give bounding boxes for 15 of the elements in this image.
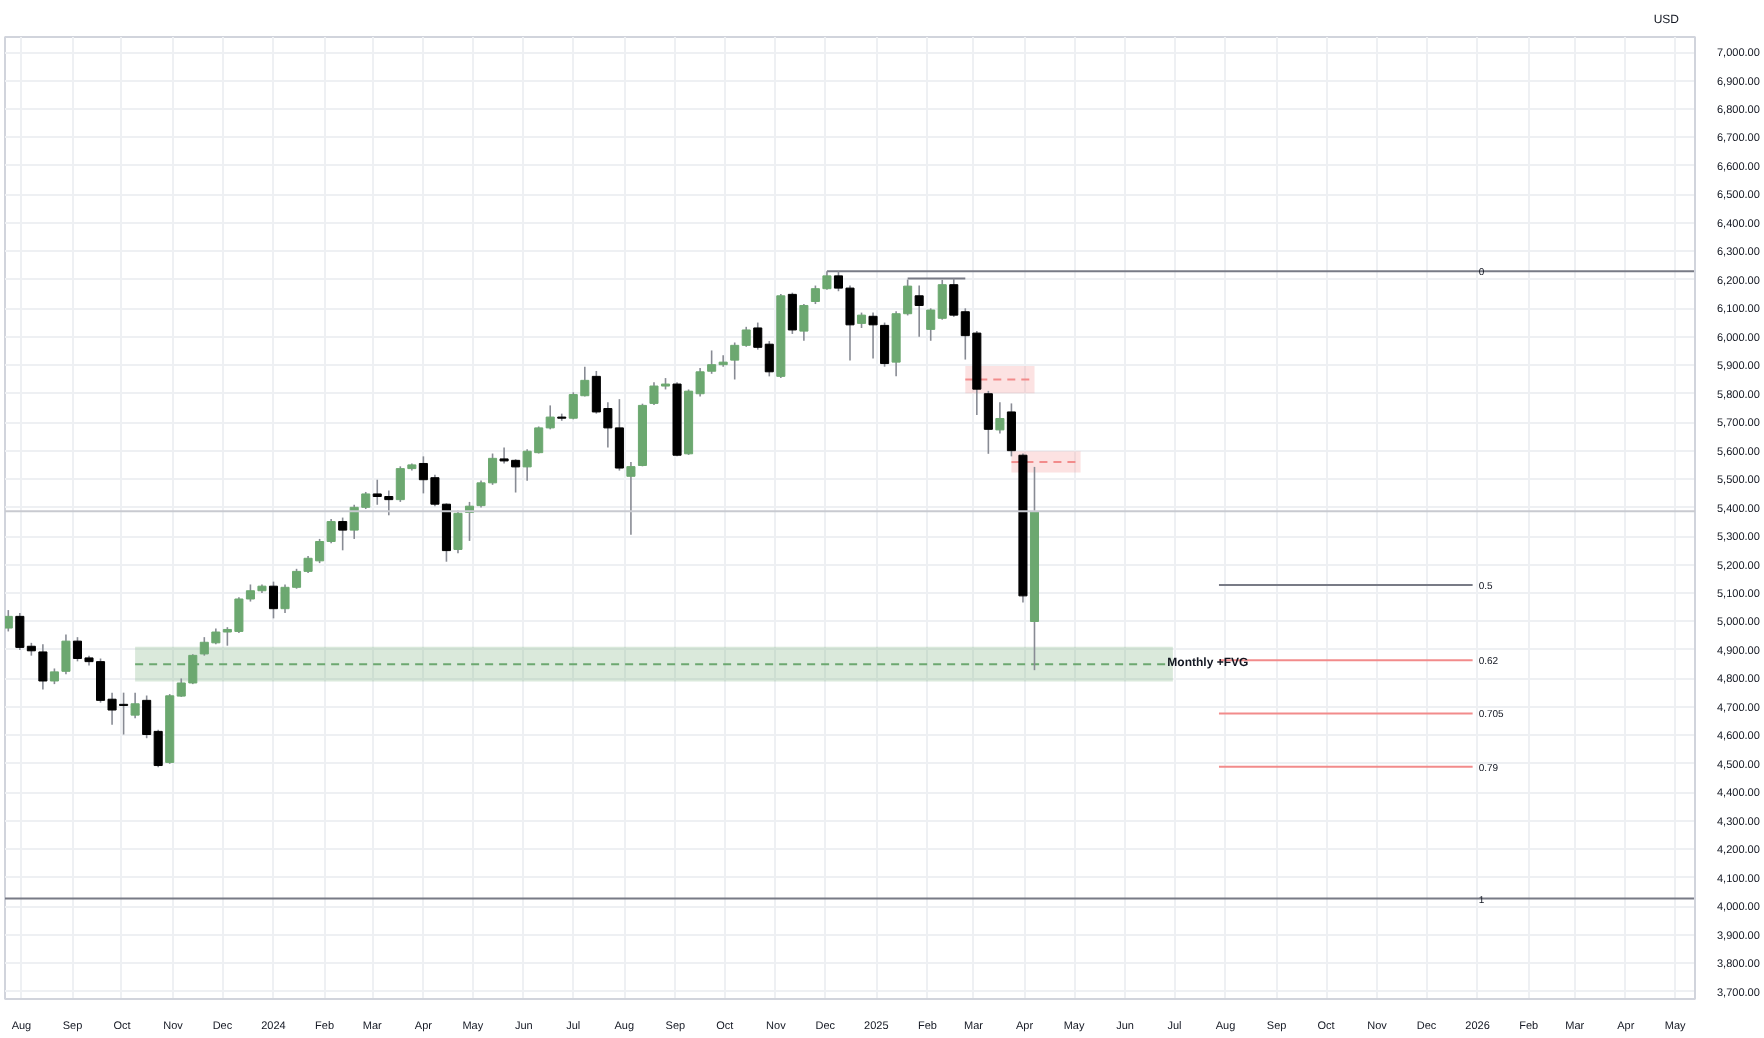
candlestick — [880, 321, 890, 368]
candlestick — [626, 461, 636, 536]
candlestick — [1006, 402, 1016, 458]
candlestick — [5, 609, 13, 633]
candlestick — [914, 284, 924, 338]
candlestick — [338, 516, 348, 552]
candlestick — [38, 643, 48, 691]
candlestick — [868, 311, 878, 360]
candlestick — [983, 390, 993, 455]
candlestick — [453, 509, 463, 554]
candlestick — [995, 401, 1005, 435]
candlestick — [787, 291, 797, 335]
candlestick — [130, 691, 140, 720]
candlestick — [268, 580, 279, 620]
candlestick — [799, 303, 809, 342]
